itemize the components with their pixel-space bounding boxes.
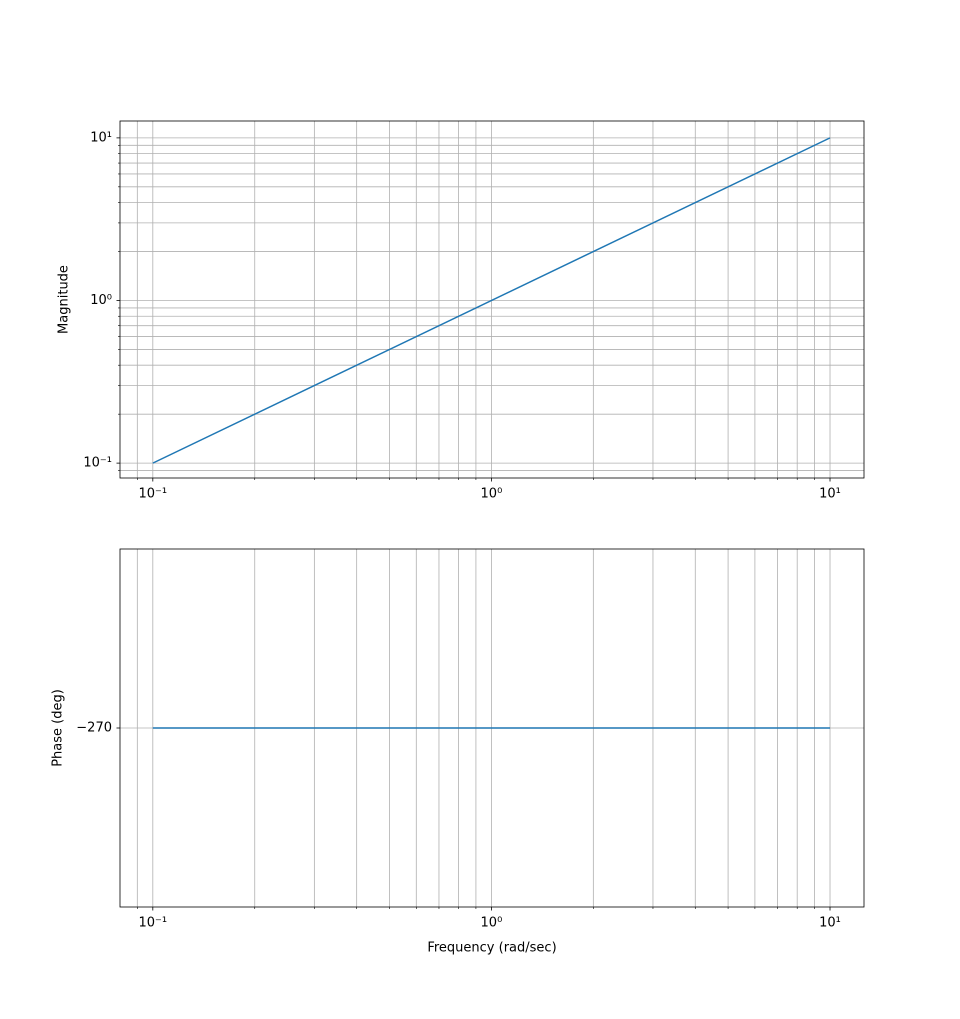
plot-frame <box>119 120 865 479</box>
x-tick-label: 10⁰ <box>481 916 503 931</box>
x-tick-label: 10⁻¹ <box>139 487 168 502</box>
y-axis-label: Magnitude <box>57 265 72 334</box>
x-tick-label: 10⁰ <box>481 487 503 502</box>
x-tick-label: 10¹ <box>819 487 841 502</box>
y-axis-label: Phase (deg) <box>51 689 66 767</box>
x-tick-label: 10¹ <box>819 916 841 931</box>
y-tick-label: 10¹ <box>90 130 112 145</box>
y-tick-label: −270 <box>76 721 112 736</box>
x-axis-label: Frequency (rad/sec) <box>427 941 556 956</box>
data-line <box>152 137 831 464</box>
x-tick-label: 10⁻¹ <box>139 916 168 931</box>
y-tick-label: 10⁻¹ <box>83 456 112 471</box>
y-tick-label: 10⁰ <box>90 293 112 308</box>
plot-frame <box>119 548 865 908</box>
